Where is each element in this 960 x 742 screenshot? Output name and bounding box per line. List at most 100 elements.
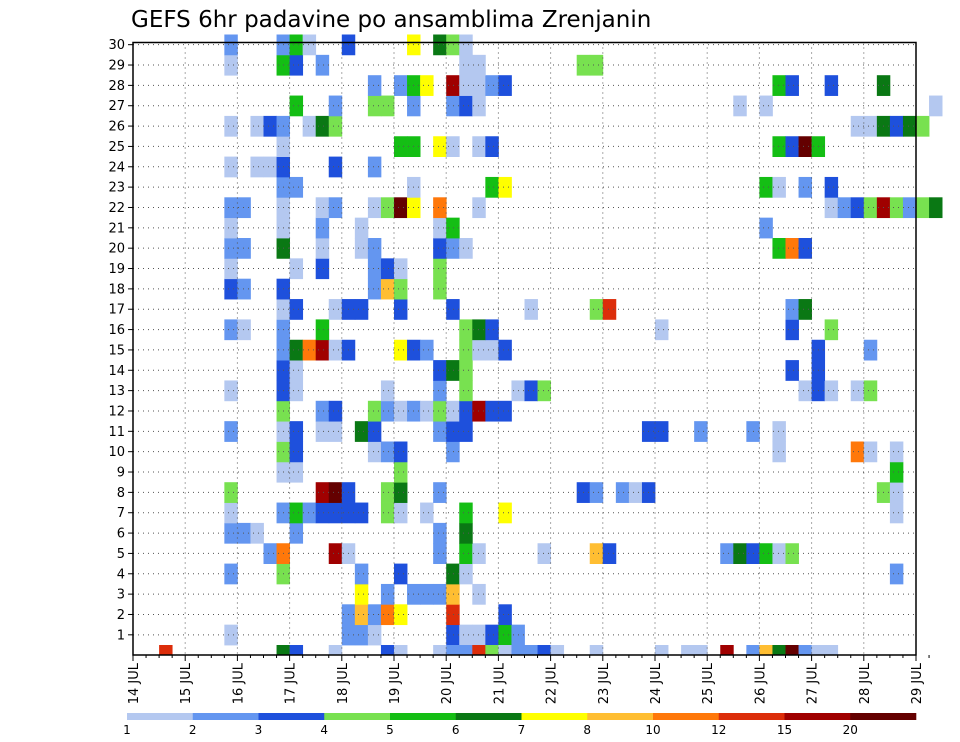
y-tick-label: 16 xyxy=(108,323,125,338)
heatmap-cell xyxy=(916,115,930,137)
legend-swatch xyxy=(784,713,851,720)
heatmap-cell xyxy=(798,299,812,320)
heatmap-cell xyxy=(459,522,473,544)
heatmap-cell xyxy=(850,380,865,402)
heatmap-cell xyxy=(224,156,238,178)
heatmap-cell xyxy=(459,645,473,655)
heatmap-cell xyxy=(772,421,786,442)
heatmap-cell xyxy=(380,380,395,402)
heatmap-cell xyxy=(472,197,486,219)
heatmap-cell xyxy=(354,563,369,585)
heatmap-cell xyxy=(459,238,473,259)
heatmap-cell xyxy=(394,197,408,219)
heatmap-cell xyxy=(433,278,447,300)
heatmap-cell xyxy=(863,339,878,361)
heatmap-cell xyxy=(785,645,799,655)
heatmap-cell xyxy=(328,299,343,320)
y-tick-label: 7 xyxy=(117,506,125,521)
heatmap-cell xyxy=(446,136,460,157)
heatmap-cell xyxy=(315,400,330,422)
heatmap-cell xyxy=(367,421,382,442)
heatmap-cell xyxy=(289,360,304,381)
heatmap-cell xyxy=(394,339,408,361)
heatmap-cell xyxy=(459,360,473,381)
heatmap-cell xyxy=(394,502,408,524)
heatmap-cell xyxy=(328,502,343,524)
heatmap-cell xyxy=(446,217,460,239)
heatmap-cell xyxy=(863,441,878,463)
heatmap-cell xyxy=(720,645,734,655)
heatmap-cell xyxy=(863,380,878,402)
y-tick-label: 14 xyxy=(108,364,125,379)
heatmap-cell xyxy=(433,380,447,402)
heatmap-cell xyxy=(485,136,499,157)
heatmap-cell xyxy=(446,34,460,56)
heatmap-cell xyxy=(459,319,473,341)
heatmap-cell xyxy=(550,645,565,655)
legend-label: 3 xyxy=(255,723,263,737)
legend-swatch xyxy=(850,713,917,720)
x-tick-label: 15 JUL xyxy=(179,662,194,704)
grid-layer xyxy=(133,42,916,655)
heatmap-cell xyxy=(328,645,343,655)
heatmap-cell xyxy=(224,319,238,341)
heatmap-cell xyxy=(902,197,917,219)
y-tick-label: 3 xyxy=(117,588,125,603)
heatmap-cell xyxy=(367,156,382,178)
y-tick-label: 19 xyxy=(108,262,125,277)
heatmap-cell xyxy=(367,441,382,463)
heatmap-cell xyxy=(811,645,826,655)
heatmap-cell xyxy=(446,95,460,117)
heatmap-cell xyxy=(420,339,434,361)
legend-swatch xyxy=(587,713,654,720)
heatmap-cell xyxy=(315,54,330,76)
heatmap-cell xyxy=(772,543,786,564)
heatmap-cell xyxy=(498,645,512,655)
heatmap-cell xyxy=(433,400,447,422)
heatmap-cell xyxy=(459,400,473,422)
y-tick-label: 20 xyxy=(108,242,125,257)
heatmap-cell xyxy=(394,461,408,483)
heatmap-cell xyxy=(420,583,434,605)
heatmap-cell xyxy=(276,645,290,655)
heatmap-cell xyxy=(289,461,304,483)
heatmap-cell xyxy=(224,482,238,503)
heatmap-cell xyxy=(472,54,486,76)
legend-swatch xyxy=(521,713,588,720)
heatmap-cell xyxy=(694,645,708,655)
heatmap-cell xyxy=(459,339,473,361)
heatmap-cell xyxy=(837,197,852,219)
heatmap-cell xyxy=(380,278,395,300)
heatmap-cell xyxy=(485,624,499,646)
y-axis: 1234567891011121314151617181920212223242… xyxy=(108,38,133,643)
heatmap-cell xyxy=(224,197,238,219)
legend-label: 6 xyxy=(452,723,460,737)
heatmap-cell xyxy=(498,339,512,361)
x-tick-label: 26 JUL xyxy=(753,662,768,704)
heatmap-cell xyxy=(602,543,617,564)
x-axis: 14 JUL 15 JUL 16 JUL 17 JUL 18 JUL 19 JUL 20 J… xyxy=(127,655,930,704)
heatmap-cell xyxy=(929,197,943,219)
heatmap-cell xyxy=(902,115,917,137)
heatmap-cell xyxy=(328,95,343,117)
heatmap-cell xyxy=(459,95,473,117)
heatmap-cell xyxy=(589,543,604,564)
heatmap-cell xyxy=(433,258,447,280)
heatmap-cell xyxy=(459,543,473,564)
heatmap-cell xyxy=(315,482,330,503)
heatmap-cell xyxy=(289,522,304,544)
heatmap-cell xyxy=(798,380,812,402)
heatmap-cell xyxy=(367,258,382,280)
heatmap-cell xyxy=(850,441,865,463)
legend-label: 5 xyxy=(386,723,394,737)
heatmap-cell xyxy=(824,176,839,198)
heatmap-cell xyxy=(289,645,304,655)
heatmap-cell xyxy=(367,624,382,646)
heatmap-cell xyxy=(394,482,408,503)
heatmap-cell xyxy=(589,299,604,320)
heatmap-cell xyxy=(328,156,343,178)
heatmap-cell xyxy=(354,604,369,626)
y-tick-label: 18 xyxy=(108,282,125,297)
heatmap-cell xyxy=(498,176,512,198)
heatmap-cell xyxy=(602,299,617,320)
